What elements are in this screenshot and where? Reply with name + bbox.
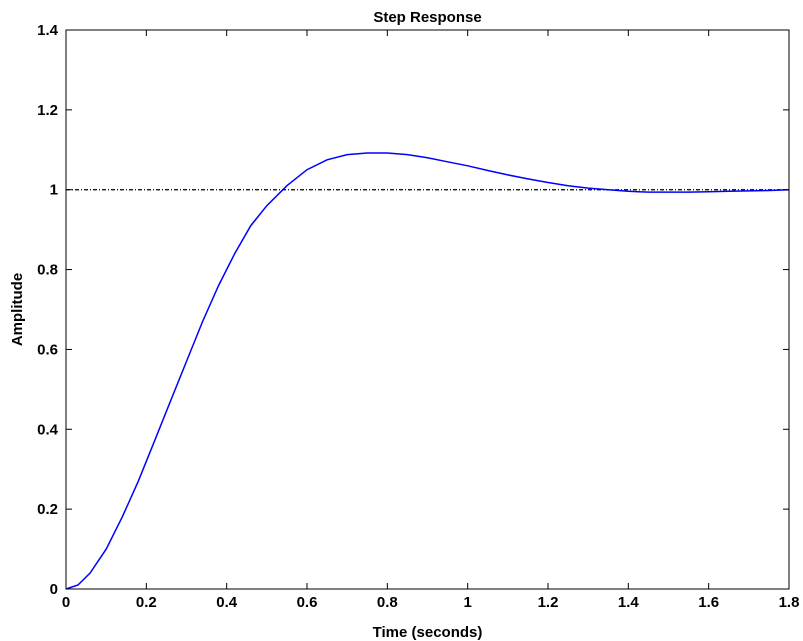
x-axis-label: Time (seconds): [373, 624, 483, 641]
y-tick-label: 1: [50, 182, 58, 199]
x-tick-label: 0.8: [377, 594, 398, 611]
y-tick-label: 1.4: [37, 22, 59, 39]
x-tick-label: 1.4: [618, 594, 640, 611]
y-tick-label: 1.2: [37, 102, 58, 119]
y-tick-label: 0.8: [37, 262, 58, 279]
y-tick-label: 0: [50, 581, 58, 598]
chart-title: Step Response: [373, 9, 481, 26]
x-tick-label: 1.8: [779, 594, 800, 611]
series-layer: [65, 152, 790, 590]
y-tick-label: 0.6: [37, 341, 58, 358]
y-axis-label: Amplitude: [9, 273, 26, 346]
x-tick-label: 0: [62, 594, 70, 611]
axes-layer: [65, 29, 790, 590]
x-tick-label: 0.6: [297, 594, 318, 611]
x-tick-label: 1.2: [538, 594, 559, 611]
y-tick-label: 0.4: [37, 421, 59, 438]
x-tick-label: 0.2: [136, 594, 157, 611]
ticks-layer: 0 0.2 0.4 0.6 0.8 1 1.2 1.4 1.6 1.8 0 0.2 0.4 0.6 0.8 1…: [37, 22, 799, 611]
x-tick-label: 1.6: [698, 594, 719, 611]
y-tick-label: 0.2: [37, 501, 58, 518]
series-line-0: [65, 152, 790, 590]
x-tick-label: 1: [463, 594, 471, 611]
axes-box: [65, 29, 790, 590]
x-tick-label: 0.4: [216, 594, 238, 611]
